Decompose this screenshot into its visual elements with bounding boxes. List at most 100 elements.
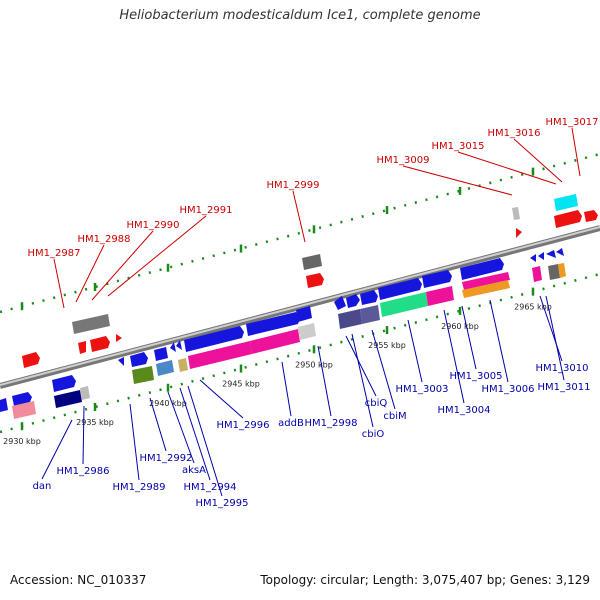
gene-lightgrey[interactable]	[80, 386, 90, 400]
gene-grey[interactable]	[302, 254, 322, 270]
lower-gene-label[interactable]: HM1_2992	[140, 453, 193, 464]
lower-gene-label[interactable]: HM1_2996	[217, 420, 270, 431]
gene-slate[interactable]	[360, 305, 380, 324]
upper-gene-label[interactable]: HM1_2991	[180, 205, 233, 216]
upper-gene-label[interactable]: HM1_2988	[78, 234, 131, 245]
gene-magenta[interactable]	[462, 272, 510, 290]
lower-gene-label[interactable]: HM1_3005	[450, 371, 503, 382]
lower-gene-label[interactable]: dan	[33, 481, 52, 492]
tick-label: 2930 kbp	[3, 437, 41, 446]
gene-steelblue[interactable]	[156, 360, 174, 376]
lower-leader-line	[407, 319, 423, 383]
gene-olive[interactable]	[132, 366, 154, 384]
gene-arrow-blue[interactable]	[334, 296, 346, 310]
gene-magenta[interactable]	[188, 341, 252, 369]
upper-gene-label[interactable]: HM1_2990	[127, 220, 180, 231]
gene-slate[interactable]	[338, 309, 362, 329]
gene-arrow-red[interactable]	[116, 334, 122, 342]
lower-leader-line	[545, 295, 565, 381]
gene-lightgrey[interactable]	[512, 207, 520, 220]
lower-gene-label[interactable]: HM1_3003	[396, 384, 449, 395]
gene-arrow-red[interactable]	[584, 210, 598, 222]
gene-arrow-blue[interactable]	[184, 326, 244, 352]
gene-orange[interactable]	[462, 280, 510, 298]
gene-lightgrey[interactable]	[298, 323, 316, 340]
gene-arrow-blue[interactable]	[346, 294, 360, 308]
gene-tan[interactable]	[178, 358, 188, 372]
gene-grey[interactable]	[72, 314, 110, 334]
gene-arrow-red[interactable]	[516, 228, 522, 238]
upper-gene-label[interactable]: HM1_2999	[267, 180, 320, 191]
gene-arrow-blue[interactable]	[0, 398, 8, 412]
gene-arrow-blue[interactable]	[130, 352, 148, 367]
tick-marks: 2930 kbp 2935 kbp 2940 kbp 2945 kbp 2950 kbp…	[3, 167, 552, 446]
tick-label: 2955 kbp	[368, 341, 406, 350]
lower-gene-label[interactable]: cbiQ	[365, 398, 388, 409]
lower-gene-label[interactable]: aksA	[182, 465, 206, 476]
gene-magenta[interactable]	[532, 266, 542, 282]
gene-arrow-blue[interactable]	[118, 357, 124, 366]
gene-arrow-blue[interactable]	[546, 250, 556, 258]
gene-arrow-blue[interactable]	[460, 258, 504, 280]
lower-leader-line	[167, 391, 195, 464]
lower-gene-label[interactable]: HM1_3011	[538, 382, 591, 393]
gene-arrow-blue[interactable]	[12, 392, 32, 406]
lower-gene-label[interactable]: cbiM	[383, 411, 406, 422]
gene-arrow-blue[interactable]	[52, 375, 76, 392]
gene-arrow-blue[interactable]	[530, 254, 536, 262]
lower-gene-label[interactable]: HM1_2986	[57, 466, 110, 477]
gene-arrow-blue[interactable]	[170, 342, 176, 352]
lower-leader-line	[82, 405, 85, 465]
gene-cyan[interactable]	[554, 194, 578, 211]
gene-arrow-blue[interactable]	[246, 312, 300, 336]
lower-gene-label[interactable]: addB	[278, 418, 304, 429]
gene-arrow-red[interactable]	[90, 336, 110, 352]
gene-arrow-blue[interactable]	[360, 290, 378, 305]
gene-magenta[interactable]	[250, 329, 300, 354]
upper-gene-label[interactable]: HM1_3017	[546, 117, 599, 128]
gene-green[interactable]	[380, 292, 428, 317]
lower-leader-line	[461, 305, 477, 370]
gene-grey[interactable]	[548, 264, 560, 280]
gene-arrow-red[interactable]	[554, 210, 582, 228]
lower-gene-label[interactable]: HM1_2998	[305, 418, 358, 429]
gene-arrow-blue[interactable]	[422, 270, 452, 288]
lower-gene-label[interactable]: cbiO	[362, 429, 385, 440]
gene-arrow-blue[interactable]	[296, 306, 312, 322]
upper-gene-label[interactable]: HM1_3015	[432, 141, 485, 152]
tick-label: 2960 kbp	[441, 322, 479, 331]
gene-arrow-red[interactable]	[306, 273, 324, 288]
features-lower	[0, 248, 566, 419]
upper-gene-label[interactable]: HM1_3009	[377, 155, 430, 166]
genome-backbone-highlight	[0, 226, 600, 386]
gene-arrow-blue[interactable]	[378, 278, 422, 300]
map-title: Heliobacterium modesticaldum Ice1, compl…	[119, 8, 481, 23]
tick-label: 2945 kbp	[222, 380, 260, 389]
lower-gene-label[interactable]: HM1_3006	[482, 384, 535, 395]
lower-gene-label[interactable]: HM1_2989	[113, 482, 166, 493]
lower-gene-label[interactable]: HM1_3004	[438, 405, 491, 416]
upper-label-leaders	[53, 127, 581, 309]
tick-label: 2940 kbp	[149, 399, 187, 408]
gene-arrow-blue[interactable]	[538, 252, 544, 260]
gene-magenta[interactable]	[426, 286, 454, 306]
gene-darknavy[interactable]	[54, 390, 82, 408]
lower-gene-label[interactable]: HM1_3010	[536, 363, 589, 374]
upper-gene-label[interactable]: HM1_3016	[488, 128, 541, 139]
gene-arrow-red[interactable]	[78, 341, 86, 354]
gene-orange[interactable]	[558, 263, 566, 278]
lower-leader-line	[129, 403, 140, 481]
gene-arrow-red[interactable]	[22, 352, 40, 368]
gene-arrow-blue[interactable]	[176, 340, 182, 350]
lower-gene-label[interactable]: HM1_2994	[184, 482, 237, 493]
upper-gene-label[interactable]: HM1_2987	[28, 248, 81, 259]
lower-leader-line	[41, 419, 73, 480]
gene-arrow-blue[interactable]	[154, 347, 168, 361]
lower-leader-line	[317, 345, 332, 417]
lower-gene-label[interactable]: HM1_2995	[196, 498, 249, 509]
genome-summary: Topology: circular; Length: 3,075,407 bp…	[260, 573, 590, 587]
gene-arrow-blue[interactable]	[556, 248, 564, 256]
gene-pink[interactable]	[12, 401, 36, 419]
